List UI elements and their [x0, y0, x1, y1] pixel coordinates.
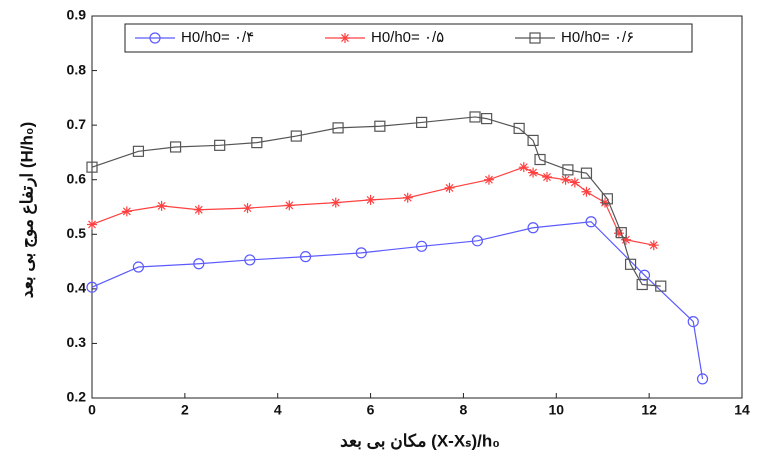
marker	[340, 33, 350, 43]
marker	[601, 193, 613, 205]
x-tick-label: 14	[734, 402, 750, 418]
x-tick-label: 8	[460, 402, 468, 418]
marker	[132, 145, 145, 157]
marker	[580, 167, 593, 179]
legend-box	[124, 23, 693, 53]
marker	[169, 141, 182, 153]
marker	[193, 204, 204, 215]
legend-label: H0/h0= ۰/۴	[181, 29, 254, 46]
marker	[251, 137, 263, 149]
x-tick-label: 2	[181, 402, 189, 418]
marker	[242, 203, 253, 214]
marker	[330, 197, 341, 208]
marker	[332, 122, 344, 134]
marker	[655, 280, 667, 292]
marker	[214, 139, 226, 151]
marker	[624, 258, 637, 270]
plot-frame	[91, 15, 743, 399]
marker	[284, 200, 295, 211]
marker	[615, 227, 627, 239]
marker	[560, 174, 571, 185]
marker	[469, 111, 481, 123]
marker	[244, 254, 256, 266]
series-line	[91, 116, 661, 287]
y-axis-label: ارتفاع موج بی بعد (H/h₀)	[17, 122, 37, 298]
y-tick-label: 0.5	[67, 225, 87, 241]
marker	[86, 281, 98, 293]
x-tick-label: 10	[548, 402, 564, 418]
x-tick-label: 4	[274, 402, 282, 418]
y-tick-label: 0.9	[67, 7, 87, 23]
y-tick-label: 0.7	[67, 116, 87, 132]
marker	[416, 116, 428, 129]
marker	[569, 177, 580, 188]
marker	[585, 216, 597, 228]
marker	[562, 164, 574, 176]
legend-label: H0/h0= ۰/۵	[371, 29, 444, 46]
y-tick-label: 0.4	[67, 280, 87, 296]
marker	[600, 197, 611, 208]
series-line	[91, 221, 704, 379]
marker	[483, 174, 494, 185]
x-tick-label: 6	[367, 402, 375, 418]
marker	[471, 235, 483, 247]
y-tick-label: 0.8	[67, 61, 87, 77]
x-axis-label: مکان بی بعد (X-Xₛ)/h₀	[340, 431, 500, 450]
marker	[156, 200, 167, 211]
marker	[290, 130, 302, 142]
marker	[581, 186, 592, 197]
marker	[613, 228, 624, 239]
marker	[299, 251, 312, 263]
marker	[132, 261, 145, 273]
marker	[87, 219, 97, 230]
marker	[636, 278, 648, 291]
marker	[365, 194, 376, 205]
marker	[149, 32, 161, 44]
marker	[444, 182, 455, 193]
marker	[696, 373, 709, 385]
marker	[534, 153, 546, 166]
marker	[513, 122, 525, 135]
marker	[481, 112, 493, 125]
marker	[528, 167, 539, 178]
marker	[518, 162, 529, 173]
y-tick-label: 0.6	[67, 170, 87, 186]
series-line	[91, 166, 654, 246]
marker	[527, 222, 539, 234]
marker	[529, 32, 541, 44]
marker	[648, 240, 659, 251]
marker	[193, 258, 205, 270]
marker	[542, 171, 552, 182]
marker	[416, 240, 428, 252]
marker	[620, 234, 631, 245]
marker	[638, 269, 651, 281]
y-tick-label: 0.2	[67, 389, 87, 405]
marker	[355, 247, 367, 259]
legend-label: H0/h0= ۰/۶	[561, 29, 634, 46]
marker	[121, 206, 132, 217]
y-tick-label: 0.3	[67, 334, 87, 350]
marker	[86, 161, 98, 173]
marker	[402, 192, 413, 203]
marker	[687, 316, 699, 328]
marker	[527, 134, 539, 147]
marker	[374, 120, 386, 132]
x-tick-label: 12	[641, 402, 657, 418]
x-tick-label: 0	[88, 402, 96, 418]
